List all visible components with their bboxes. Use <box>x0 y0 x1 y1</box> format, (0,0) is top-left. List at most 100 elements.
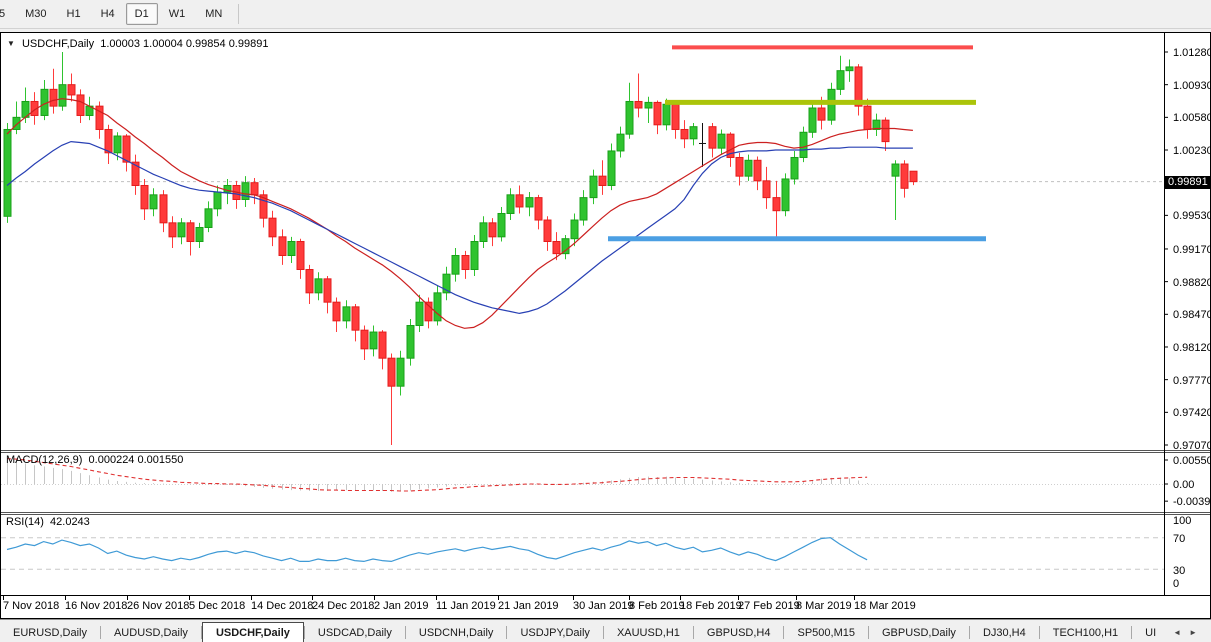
tab-separator <box>602 626 604 639</box>
chart-tab-sp500-m15[interactable]: SP500,M15 <box>797 627 855 639</box>
candle-body <box>241 182 250 200</box>
candle-body <box>95 105 104 130</box>
candle-body <box>735 156 744 177</box>
candle-body <box>534 197 543 221</box>
timeframe-button-h4[interactable]: H4 <box>100 8 115 20</box>
price-axis-label: 0.97070 <box>1173 440 1211 452</box>
tab-separator <box>506 626 508 639</box>
chart-tab-usdcnh-daily[interactable]: USDCNH,Daily <box>418 627 494 639</box>
macd-axis-label: -0.003931 <box>1173 496 1211 509</box>
date-axis-label: 18 Mar 2019 <box>854 600 916 612</box>
tab-separator <box>303 626 305 639</box>
timeframe-button-mn[interactable]: MN <box>205 8 223 20</box>
chart-tab-xauusd-h1[interactable]: XAUUSD,H1 <box>616 627 680 639</box>
tab-separator <box>200 626 202 639</box>
chart-tab-usdjpy-daily[interactable]: USDJPY,Daily <box>520 627 590 639</box>
candle-body <box>561 238 570 255</box>
chart-tab-dj30-h4[interactable]: DJ30,H4 <box>982 627 1026 639</box>
chart-tab-usdcad-daily[interactable]: USDCAD,Daily <box>317 627 392 639</box>
candle-body <box>149 194 158 210</box>
rsi-name: RSI(14) <box>6 516 44 528</box>
chart-tab-gbpusd-h4[interactable]: GBPUSD,H4 <box>706 627 771 639</box>
candle-body <box>58 84 67 107</box>
date-axis-label: 30 Jan 2019 <box>573 600 634 612</box>
candle-body <box>396 357 405 387</box>
candle-body <box>140 184 149 210</box>
candle-body <box>598 175 607 186</box>
candle-body <box>653 101 662 126</box>
candle-body <box>479 222 488 242</box>
candle-body <box>177 222 186 238</box>
candle-body <box>223 184 232 193</box>
candle-body <box>781 178 790 212</box>
candle-body <box>104 128 113 154</box>
date-axis-label: 8 Mar 2019 <box>796 600 852 612</box>
rsi-line <box>6 537 868 563</box>
candle-body <box>854 66 863 107</box>
price-axis-label: 0.99170 <box>1173 243 1211 256</box>
price-axis-label: 0.97770 <box>1173 374 1211 387</box>
candle-body <box>579 197 588 221</box>
price-axis-label: 1.01280 <box>1173 46 1211 59</box>
candle-body <box>378 331 387 359</box>
candle-body <box>296 240 305 271</box>
tab-separator <box>692 626 694 639</box>
price-axis-label: 0.99530 <box>1173 210 1211 223</box>
candle-body <box>250 182 259 196</box>
candle-body <box>772 197 781 212</box>
candle-body <box>12 116 21 130</box>
candle-body <box>49 88 58 107</box>
symbol-dropdown-icon[interactable]: ▼ <box>7 39 15 48</box>
chart-tab-eurusd-daily[interactable]: EURUSD,Daily <box>13 627 87 639</box>
candle-body <box>406 325 415 359</box>
candle-body <box>543 219 552 242</box>
rsi-axis-label: 70 <box>1173 533 1186 545</box>
chart-tab-gbpusd-daily[interactable]: GBPUSD,Daily <box>881 627 956 639</box>
candle-body <box>305 269 314 294</box>
macd-indicator-label: MACD(12,26,9) 0.000224 0.001550 <box>6 454 183 466</box>
tab-separator <box>783 626 785 639</box>
date-axis-label: 7 Nov 2018 <box>3 600 60 612</box>
candle-body <box>186 222 195 242</box>
candle-body <box>332 301 341 322</box>
rsi-axis-label: 100 <box>1173 515 1192 527</box>
candle-body <box>30 100 39 116</box>
candle-body <box>634 100 643 109</box>
candle-body <box>589 175 598 199</box>
tab-separator <box>99 626 101 639</box>
chart-tab-tech100-h1[interactable]: TECH100,H1 <box>1052 627 1119 639</box>
tab-scroll-right-icon[interactable]: ► <box>1189 628 1197 637</box>
timeframe-button-5[interactable]: 5 <box>0 8 6 20</box>
timeframe-button-m30[interactable]: M30 <box>25 8 47 20</box>
macd-axis-label: 0.005501 <box>1173 454 1211 467</box>
date-axis-label: 2 Jan 2019 <box>374 600 429 612</box>
rsi-axis-label: 30 <box>1173 565 1186 577</box>
chart-tab-audusd-daily[interactable]: AUDUSD,Daily <box>113 627 188 639</box>
candle-body <box>708 126 717 149</box>
candle-body <box>360 329 369 350</box>
candle-body <box>744 159 753 177</box>
macd-name: MACD(12,26,9) <box>6 454 83 466</box>
candle-body <box>891 163 900 177</box>
price-chart-canvas[interactable] <box>1 33 1210 618</box>
candle-body <box>900 163 909 189</box>
macd-values: 0.000224 0.001550 <box>88 454 184 466</box>
candle-body <box>369 331 378 350</box>
timeframe-button-h1[interactable]: H1 <box>66 8 81 20</box>
chart-tab-usdchf-daily[interactable]: USDCHF,Daily <box>201 622 304 642</box>
candle-body <box>67 84 76 96</box>
candle-body <box>808 107 817 133</box>
candle-body <box>76 94 85 116</box>
candle-body <box>762 180 771 199</box>
candle-body <box>836 70 845 90</box>
candle-body <box>131 161 140 186</box>
timeframe-button-w1[interactable]: W1 <box>168 8 186 20</box>
chart-tab-ui[interactable]: UI <box>1145 627 1157 639</box>
candle-body <box>616 133 625 152</box>
chart-ohlc-values: 1.00003 1.00004 0.99854 0.99891 <box>100 38 269 50</box>
tab-scroll-left-icon[interactable]: ◄ <box>1173 628 1182 637</box>
timeframe-button-d1[interactable]: D1 <box>125 3 158 25</box>
date-axis-label: 18 Feb 2019 <box>680 600 742 612</box>
date-axis-label: 16 Nov 2018 <box>65 600 128 612</box>
candle-body <box>195 226 204 242</box>
